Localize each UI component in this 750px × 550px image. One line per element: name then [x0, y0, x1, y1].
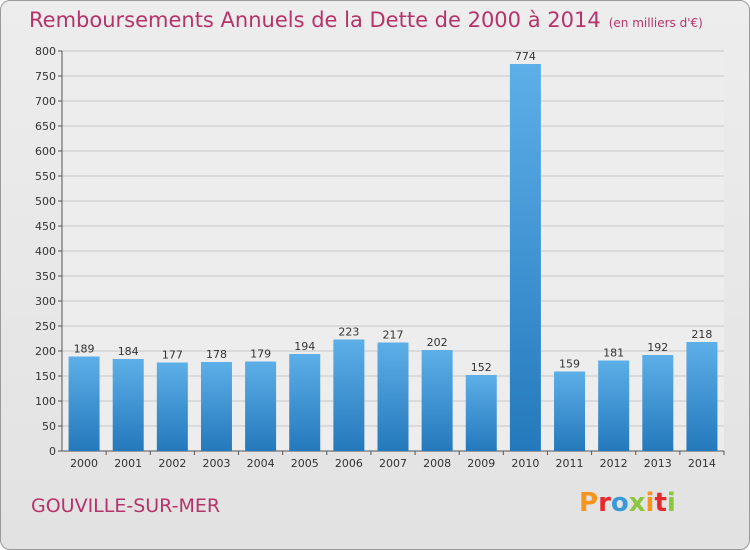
x-axis: 2000 2001 2002 2003 2004 2005 2006 2007 2008 2009…: [70, 451, 725, 470]
city-name: GOUVILLE-SUR-MER: [31, 495, 221, 517]
value-label-2001: 184: [118, 345, 139, 358]
bar-2001: [112, 359, 144, 451]
bar-2005: [289, 354, 321, 451]
bar-2014: [686, 342, 718, 451]
value-label-2013: 192: [647, 341, 668, 354]
y-tick-label-650: 650: [35, 120, 56, 133]
value-label-2005: 194: [294, 340, 315, 353]
bar-2003: [200, 362, 232, 451]
y-tick-label-600: 600: [35, 145, 56, 158]
bar-2000: [68, 356, 100, 451]
y-tick-label-150: 150: [35, 370, 56, 383]
value-label-2009: 152: [471, 361, 492, 374]
logo-letter: o: [610, 488, 629, 518]
bar-2009: [465, 375, 497, 451]
y-tick-label-0: 0: [49, 445, 56, 458]
y-tick-label-250: 250: [35, 320, 56, 333]
x-tick-label-2003: 2003: [202, 457, 230, 470]
value-label-2014: 218: [691, 328, 712, 341]
y-tick-label-500: 500: [35, 195, 56, 208]
x-tick-label-2007: 2007: [379, 457, 407, 470]
value-label-2007: 217: [383, 329, 404, 342]
logo-letter: t: [654, 488, 667, 518]
bar-2006: [333, 339, 365, 451]
x-tick-label-2006: 2006: [335, 457, 363, 470]
y-tick-label-100: 100: [35, 395, 56, 408]
x-tick-label-2010: 2010: [511, 457, 539, 470]
bar-2011: [554, 371, 586, 451]
value-label-2006: 223: [338, 326, 359, 339]
bars: 189 184 177 178 179 194 223 217 202 152 774 159 181 1…: [68, 50, 718, 451]
logo-letter: r: [598, 488, 611, 518]
y-tick-label-350: 350: [35, 270, 56, 283]
bar-2002: [156, 362, 188, 451]
value-label-2002: 177: [162, 349, 183, 362]
value-label-2011: 159: [559, 358, 580, 371]
value-label-2003: 178: [206, 348, 227, 361]
y-tick-label-800: 800: [35, 45, 56, 58]
chart-title: Remboursements Annuels de la Dette de 20…: [29, 8, 703, 32]
y-tick-label-400: 400: [35, 245, 56, 258]
value-label-2012: 181: [603, 347, 624, 360]
x-tick-label-2012: 2012: [600, 457, 628, 470]
bar-2007: [377, 342, 409, 451]
value-label-2010: 774: [515, 50, 536, 63]
x-tick-label-2002: 2002: [158, 457, 186, 470]
x-tick-label-2011: 2011: [556, 457, 584, 470]
x-tick-label-2009: 2009: [467, 457, 495, 470]
x-tick-label-2004: 2004: [247, 457, 275, 470]
x-tick-label-2014: 2014: [688, 457, 716, 470]
bar-2008: [421, 350, 453, 451]
logo-letter: x: [628, 488, 646, 518]
x-tick-label-2000: 2000: [70, 457, 98, 470]
bar-2010: [509, 64, 541, 451]
y-tick-label-300: 300: [35, 295, 56, 308]
x-tick-label-2008: 2008: [423, 457, 451, 470]
logo-letter: i: [645, 488, 655, 518]
logo-letter: i: [666, 488, 676, 518]
y-tick-label-50: 50: [42, 420, 56, 433]
y-tick-label-700: 700: [35, 95, 56, 108]
bar-2004: [245, 361, 277, 451]
bar-2013: [642, 355, 674, 451]
logo-letter: P: [579, 488, 599, 518]
x-tick-label-2001: 2001: [114, 457, 142, 470]
y-tick-label-450: 450: [35, 220, 56, 233]
y-tick-label-200: 200: [35, 345, 56, 358]
chart-unit: (en milliers d'€): [608, 16, 703, 30]
x-tick-label-2005: 2005: [291, 457, 319, 470]
bar-2012: [598, 360, 630, 451]
proxiti-logo: Proxiti: [579, 488, 676, 518]
y-axis: 0 50 100 150 200 250 300 350 400 450 500 550 600 650 7…: [35, 45, 63, 458]
value-label-2008: 202: [427, 336, 448, 349]
x-tick-label-2013: 2013: [644, 457, 672, 470]
y-tick-label-550: 550: [35, 170, 56, 183]
chart-title-text: Remboursements Annuels de la Dette de 20…: [29, 8, 601, 32]
value-label-2000: 189: [74, 343, 95, 356]
y-tick-label-750: 750: [35, 70, 56, 83]
value-label-2004: 179: [250, 348, 271, 361]
